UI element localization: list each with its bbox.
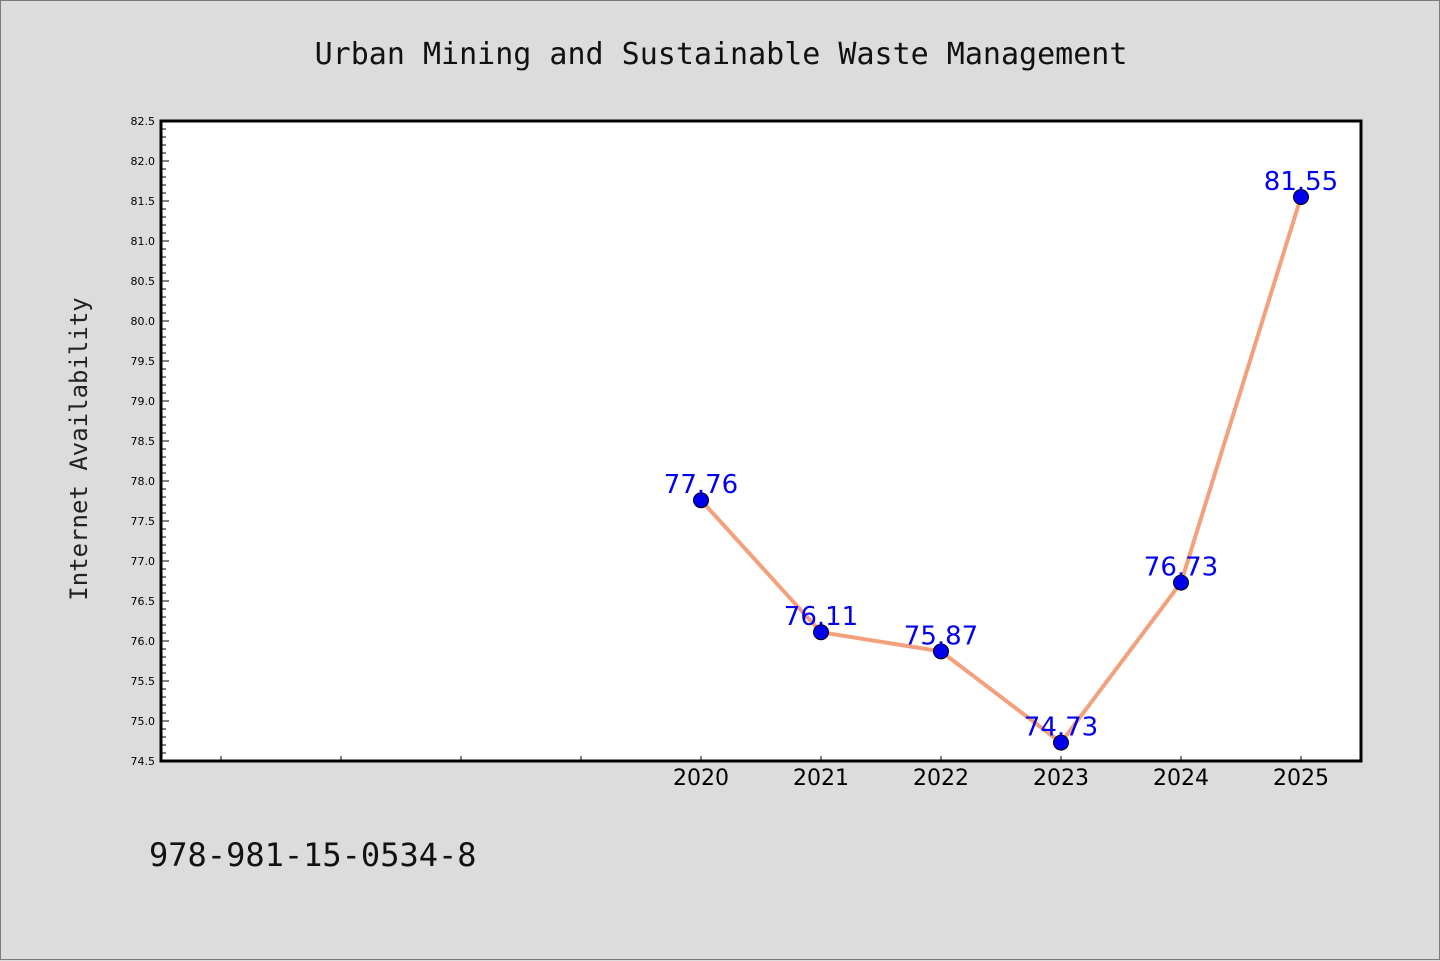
data-label: 76.11 [784, 602, 858, 632]
data-label: 76.73 [1144, 553, 1218, 583]
x-tick-label: 2025 [1273, 766, 1329, 791]
x-tick-label: 2022 [913, 766, 969, 791]
x-tick-label: 2023 [1033, 766, 1089, 791]
data-label: 75.87 [904, 621, 978, 651]
data-point [1053, 734, 1069, 751]
series-line [693, 189, 1309, 751]
y-tick-label: 80.0 [131, 315, 156, 328]
x-tick-label: 2021 [793, 766, 849, 791]
data-point [933, 643, 949, 660]
y-tick-label: 74.5 [131, 755, 156, 768]
y-tick-label: 75.0 [131, 715, 156, 728]
isbn-text: 978-981-15-0534-8 [149, 836, 477, 874]
data-point [693, 492, 709, 509]
data-label: 77.76 [664, 470, 738, 500]
y-tick-label: 76.0 [131, 635, 156, 648]
y-axis: 74.5 75.0 75.5 76.0 76.5 77.0 77.5 78.0 78.5 79.0… [131, 115, 169, 768]
y-tick-label: 80.5 [131, 275, 156, 288]
y-tick-label: 81.0 [131, 235, 156, 248]
series-polyline [699, 196, 1303, 745]
data-point [1293, 189, 1309, 205]
y-tick-label: 77.5 [131, 515, 156, 528]
y-tick-label: 79.0 [131, 395, 156, 408]
y-tick-label: 79.5 [131, 355, 156, 368]
data-point [1173, 574, 1189, 591]
data-labels: 77.76 76.11 75.87 74.73 76.73 81.55 [664, 167, 1338, 743]
x-tick-label: 2024 [1153, 766, 1209, 791]
data-label: 81.55 [1264, 167, 1338, 197]
y-tick-label: 78.5 [131, 435, 156, 448]
data-label: 74.73 [1024, 713, 1098, 743]
y-tick-label: 76.5 [131, 595, 156, 608]
plot-area [159, 119, 1363, 763]
y-tick-label: 82.5 [131, 115, 156, 128]
x-tick-label: 2020 [673, 766, 729, 791]
chart-title: Urban Mining and Sustainable Waste Manag… [315, 37, 1128, 72]
y-tick-label: 78.0 [131, 475, 156, 488]
x-axis: 2020 2021 2022 2023 2024 2025 [220, 756, 1329, 791]
y-tick-label: 81.5 [131, 195, 156, 208]
y-tick-label: 77.0 [131, 555, 156, 568]
data-point [813, 624, 829, 641]
y-tick-label: 75.5 [131, 675, 156, 688]
y-axis-label: Internet Availability [65, 297, 93, 600]
y-tick-label: 82.0 [131, 155, 156, 168]
